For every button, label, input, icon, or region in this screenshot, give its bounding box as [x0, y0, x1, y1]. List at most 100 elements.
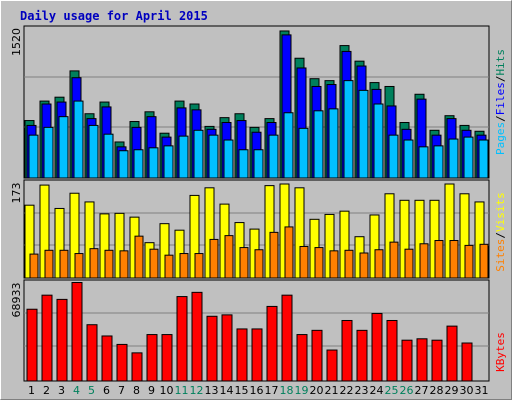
legend-hits: Hits — [494, 49, 507, 76]
bar-sites — [194, 253, 204, 279]
bar-sites — [44, 249, 54, 279]
day-label: 1 — [28, 384, 35, 397]
bar-sites — [269, 231, 279, 279]
bar-kbytes — [116, 343, 128, 382]
bar-kbytes — [161, 334, 173, 382]
day-label: 22 — [340, 384, 354, 397]
bar-kbytes — [266, 305, 278, 382]
bar-pages — [163, 145, 174, 179]
day-label: 5 — [88, 384, 95, 397]
bar-sites — [119, 250, 129, 279]
bar-pages — [208, 134, 219, 179]
bar-sites — [374, 249, 384, 279]
bar-sites — [134, 235, 144, 279]
day-label: 4 — [73, 384, 80, 397]
bar-kbytes — [431, 339, 443, 382]
bar-kbytes — [236, 328, 248, 382]
bar-pages — [448, 138, 459, 179]
bar-pages — [433, 145, 444, 179]
bar-sites — [164, 254, 174, 279]
day-label: 20 — [310, 384, 324, 397]
bar-kbytes — [461, 342, 473, 382]
day-label: 8 — [133, 384, 140, 397]
bar-pages — [313, 110, 324, 179]
legend-files: Files — [494, 82, 507, 115]
day-label: 25 — [385, 384, 399, 397]
bar-kbytes — [86, 324, 98, 382]
bar-pages — [343, 80, 354, 179]
x-axis-day-labels: 1 2 3 4 5 6 7 8 9 10 11 12 13 14 15 16 17 18 19 20 21 22 23 24 2… — [28, 384, 489, 397]
bar-sites — [434, 240, 444, 279]
legend-top: Pages/Files/Hits — [494, 49, 507, 155]
bar-sites — [404, 248, 414, 279]
bar-pages — [463, 136, 474, 179]
bar-kbytes — [191, 291, 203, 382]
bar-pages — [298, 127, 309, 179]
bar-kbytes — [251, 328, 263, 382]
bar-pages — [148, 147, 159, 179]
day-label: 17 — [265, 384, 279, 397]
day-label: 2 — [43, 384, 50, 397]
day-label: 26 — [400, 384, 414, 397]
bar-kbytes — [311, 329, 323, 382]
day-label: 10 — [160, 384, 174, 397]
bar-pages — [403, 139, 414, 179]
bar-sites — [464, 244, 474, 279]
bar-sites — [329, 250, 339, 279]
legend-visits: Visits — [494, 192, 507, 232]
day-label: 28 — [430, 384, 444, 397]
bar-pages — [358, 89, 369, 179]
day-label: 15 — [235, 384, 249, 397]
bar-kbytes — [176, 296, 188, 382]
bar-sites — [149, 248, 159, 279]
legend-pages: Pages — [494, 122, 507, 155]
bar-sites — [59, 249, 69, 279]
bar-sites — [344, 249, 354, 279]
day-label: 24 — [370, 384, 384, 397]
legend-middle: Sites/Visits — [494, 192, 507, 272]
bar-pages — [118, 150, 129, 179]
day-label: 13 — [205, 384, 219, 397]
bar-sites — [224, 235, 234, 279]
bar-pages — [418, 146, 429, 179]
bar-pages — [253, 149, 264, 179]
bars — [24, 30, 489, 382]
bar-kbytes — [371, 312, 383, 382]
day-label: 19 — [295, 384, 309, 397]
day-label: 3 — [58, 384, 65, 397]
bar-kbytes — [416, 338, 428, 382]
bar-pages — [373, 103, 384, 179]
bar-sites — [449, 240, 459, 279]
bar-pages — [283, 112, 294, 179]
bar-kbytes — [281, 294, 293, 382]
bar-pages — [223, 139, 234, 179]
bar-pages — [88, 124, 99, 179]
bar-sites — [239, 247, 249, 279]
bar-pages — [73, 100, 84, 179]
bar-kbytes — [296, 334, 308, 382]
bar-sites — [419, 243, 429, 279]
bar-kbytes — [131, 352, 143, 382]
y-max-label-kbytes: 68933 — [10, 283, 23, 318]
day-label: 16 — [250, 384, 264, 397]
bar-pages — [193, 129, 204, 179]
day-label: 11 — [175, 384, 189, 397]
bar-sites — [179, 253, 189, 279]
bar-pages — [43, 126, 54, 179]
bar-kbytes — [326, 349, 338, 382]
day-label: 14 — [220, 384, 234, 397]
bar-kbytes — [101, 335, 113, 382]
legend-separator: / — [494, 232, 507, 239]
y-max-label-hits: 1520 — [10, 28, 23, 56]
bar-kbytes — [41, 294, 53, 382]
bar-sites — [359, 252, 369, 279]
bar-sites — [314, 247, 324, 279]
bar-sites — [104, 249, 114, 279]
bar-sites — [284, 226, 294, 279]
day-label: 30 — [460, 384, 474, 397]
bar-pages — [58, 116, 69, 179]
day-label: 27 — [415, 384, 429, 397]
bar-kbytes — [56, 298, 68, 382]
bar-sites — [299, 245, 309, 279]
legend-sites: Sites — [494, 239, 507, 272]
